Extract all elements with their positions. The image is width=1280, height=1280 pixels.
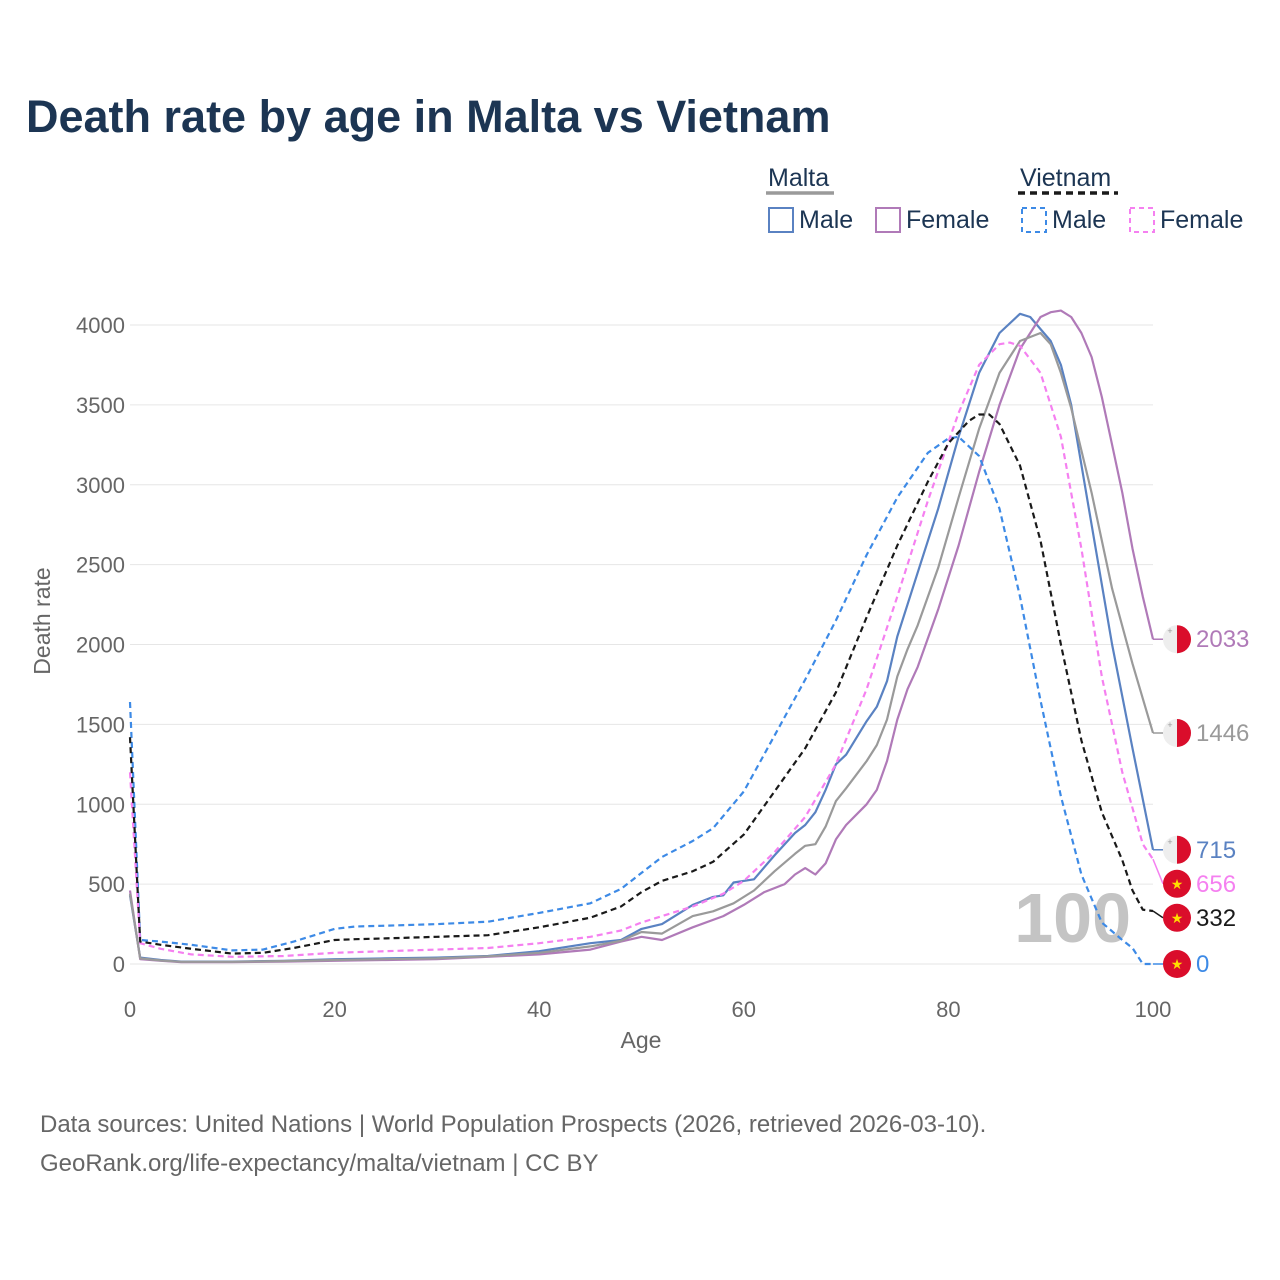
malta-flag-red-half <box>1177 719 1192 748</box>
end-marker-vietnam_female: ★ 656 <box>1152 858 1236 898</box>
series-lines <box>128 309 1155 966</box>
end-value-label-vietnam_female: 656 <box>1196 871 1236 898</box>
end-value-label-malta_female: 2033 <box>1196 626 1249 653</box>
y-tick-label-2000: 2000 <box>76 633 125 658</box>
chart-title: Death rate by age in Malta vs Vietnam <box>26 91 830 142</box>
malta-flag-red-half <box>1177 835 1192 864</box>
end-marker-vietnam_male: ★ 0 <box>1153 950 1209 978</box>
source-line-2[interactable]: GeoRank.org/life-expectancy/malta/vietna… <box>40 1150 598 1177</box>
y-tick-label-1000: 1000 <box>76 792 125 817</box>
legend-vietnam-male-swatch[interactable] <box>1021 207 1047 233</box>
end-value-label-vietnam_male: 0 <box>1196 951 1209 978</box>
x-tick-label-0: 0 <box>124 997 136 1022</box>
x-tick-label-20: 20 <box>322 997 346 1022</box>
x-tick-label-80: 80 <box>936 997 960 1022</box>
vietnam-flag-icon <box>1163 950 1191 978</box>
end-marker-malta_total: +1446 <box>1153 719 1249 748</box>
x-axis-ticks: 0 20 40 60 80 100 <box>124 997 1171 1022</box>
x-tick-label-40: 40 <box>527 997 551 1022</box>
legend-malta-male-label[interactable]: Male <box>799 206 853 234</box>
malta-flag-cross-icon: + <box>1167 837 1172 847</box>
end-marker-vietnam_total: ★ 332 <box>1152 903 1236 932</box>
series-line-vietnam_total <box>128 413 1154 955</box>
vietnam-flag-star-icon: ★ <box>1171 876 1184 892</box>
vietnam-flag-star-icon: ★ <box>1171 956 1184 972</box>
year-watermark: 100 <box>1014 879 1131 957</box>
series-line-malta_total <box>128 331 1155 963</box>
malta-flag-red-half <box>1177 625 1192 654</box>
series-line-malta_female <box>128 309 1155 964</box>
legend-group-vietnam: Vietnam <box>1020 164 1111 192</box>
legend: Malta Vietnam Male Female Male Female <box>766 164 1243 234</box>
legend-vietnam-male-label[interactable]: Male <box>1052 206 1106 234</box>
source-line-1: Data sources: United Nations | World Pop… <box>40 1111 986 1138</box>
y-tick-label-3500: 3500 <box>76 393 125 418</box>
end-connector-vietnam_female <box>1152 858 1164 885</box>
legend-malta-female-label[interactable]: Female <box>906 206 989 234</box>
series-line-malta_male <box>128 312 1155 963</box>
x-axis-label: Age <box>621 1027 662 1053</box>
gridlines <box>130 324 1153 965</box>
end-marker-malta_male: +715 <box>1153 835 1236 864</box>
series-line-vietnam_female <box>128 341 1154 958</box>
y-tick-label-4000: 4000 <box>76 313 125 338</box>
x-tick-label-60: 60 <box>732 997 756 1022</box>
y-tick-label-1500: 1500 <box>76 712 125 737</box>
end-markers: +2033+ 1446+ 715★ 656★ 332★ 0 <box>1152 625 1249 978</box>
vietnam-flag-star-icon: ★ <box>1171 910 1184 926</box>
end-value-label-malta_male: 715 <box>1196 837 1236 864</box>
end-marker-malta_female: +2033 <box>1153 625 1249 654</box>
y-tick-label-500: 500 <box>88 872 125 897</box>
vietnam-flag-icon <box>1163 903 1191 932</box>
legend-malta-male-swatch[interactable] <box>768 207 794 233</box>
y-tick-label-0: 0 <box>113 952 125 977</box>
y-axis-label: Death rate <box>29 567 55 674</box>
legend-group-malta: Malta <box>768 164 829 192</box>
legend-malta-female-swatch[interactable] <box>875 207 901 233</box>
end-value-label-malta_total: 1446 <box>1196 720 1249 747</box>
malta-flag-cross-icon: + <box>1167 720 1172 730</box>
legend-vietnam-female-label[interactable]: Female <box>1160 206 1243 234</box>
series-line-vietnam_male <box>128 435 1153 966</box>
vietnam-flag-icon <box>1163 869 1191 898</box>
end-value-label-vietnam_total: 332 <box>1196 905 1236 932</box>
end-connector-vietnam_total <box>1152 910 1164 919</box>
legend-vietnam-female-swatch[interactable] <box>1129 207 1155 233</box>
y-tick-label-2500: 2500 <box>76 553 125 578</box>
x-tick-label-100: 100 <box>1135 997 1172 1022</box>
malta-flag-cross-icon: + <box>1167 626 1172 636</box>
y-axis-ticks: 0 500 1000 1500 2000 2500 3000 3500 4000 <box>76 313 125 977</box>
y-tick-label-3000: 3000 <box>76 473 125 498</box>
